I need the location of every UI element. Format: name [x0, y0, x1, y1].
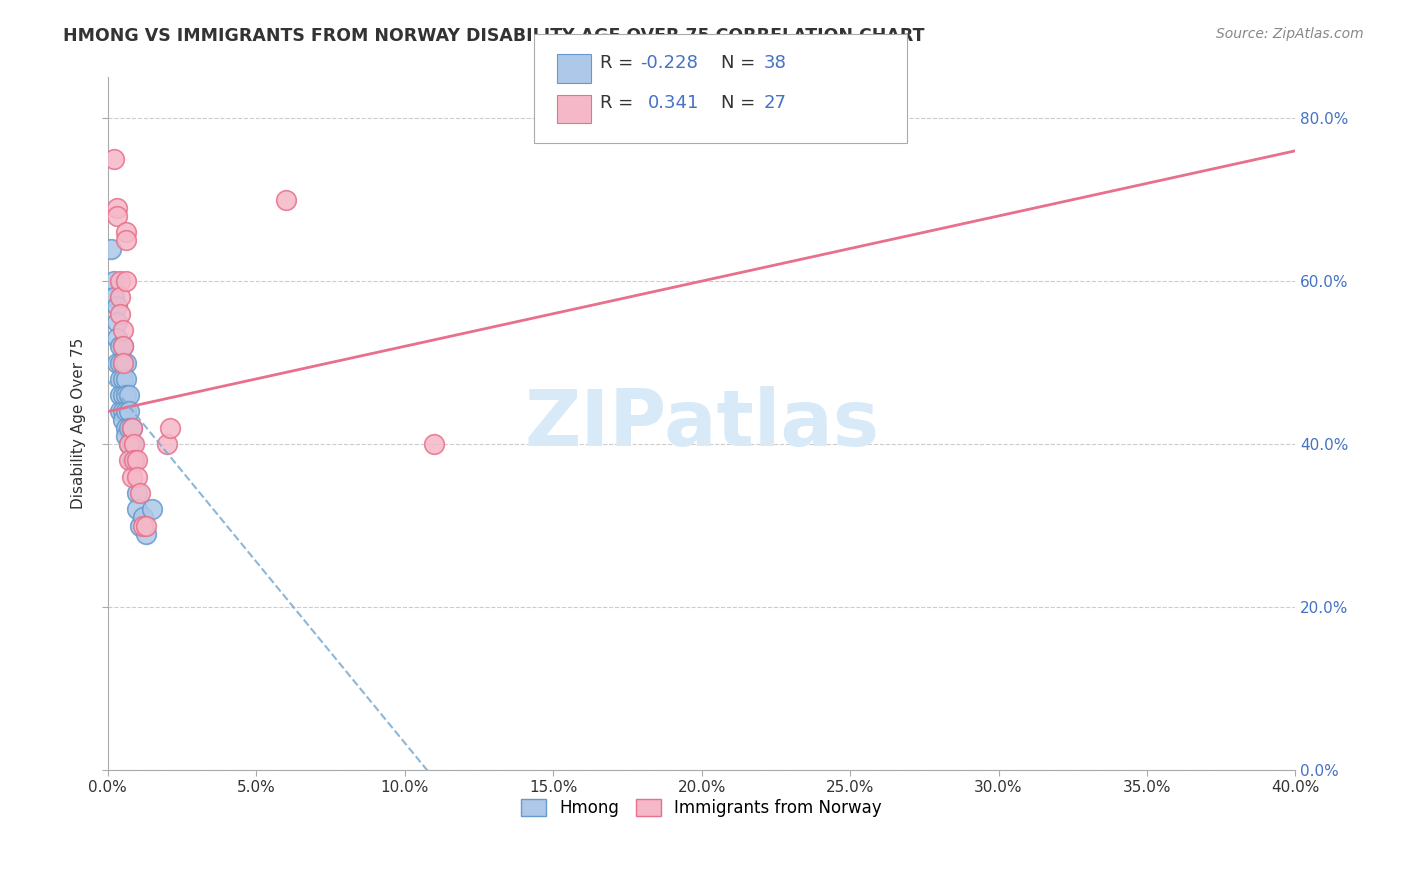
Point — [117, 421, 139, 435]
Point — [121, 437, 143, 451]
Point — [127, 486, 149, 500]
Point — [159, 421, 181, 435]
Point — [111, 404, 134, 418]
Point — [127, 453, 149, 467]
Point — [117, 453, 139, 467]
Point — [111, 356, 134, 370]
Text: N =: N = — [721, 94, 761, 112]
Text: R =: R = — [600, 54, 640, 71]
Point — [117, 437, 139, 451]
Point — [108, 388, 131, 402]
Point — [105, 331, 128, 345]
Point — [111, 412, 134, 426]
Text: HMONG VS IMMIGRANTS FROM NORWAY DISABILITY AGE OVER 75 CORRELATION CHART: HMONG VS IMMIGRANTS FROM NORWAY DISABILI… — [63, 27, 925, 45]
Point — [100, 242, 122, 256]
Point — [108, 356, 131, 370]
Point — [114, 388, 136, 402]
Point — [114, 372, 136, 386]
Point — [135, 526, 157, 541]
Point — [108, 307, 131, 321]
Point — [117, 388, 139, 402]
Point — [132, 518, 155, 533]
Legend: Hmong, Immigrants from Norway: Hmong, Immigrants from Norway — [515, 792, 889, 824]
Text: N =: N = — [721, 54, 761, 71]
Point — [129, 486, 152, 500]
Point — [423, 437, 446, 451]
Point — [114, 429, 136, 443]
Text: Source: ZipAtlas.com: Source: ZipAtlas.com — [1216, 27, 1364, 41]
Point — [121, 421, 143, 435]
Point — [111, 388, 134, 402]
Point — [103, 290, 125, 304]
Point — [108, 404, 131, 418]
Point — [108, 274, 131, 288]
Point — [111, 339, 134, 353]
Point — [111, 323, 134, 337]
Point — [127, 469, 149, 483]
Point — [103, 274, 125, 288]
Point — [124, 453, 146, 467]
Point — [111, 339, 134, 353]
Point — [114, 274, 136, 288]
Point — [132, 510, 155, 524]
Point — [108, 372, 131, 386]
Point — [121, 453, 143, 467]
Point — [114, 234, 136, 248]
Text: R =: R = — [600, 94, 645, 112]
Point — [124, 453, 146, 467]
Point — [108, 339, 131, 353]
Point — [117, 437, 139, 451]
Point — [124, 437, 146, 451]
Point — [129, 518, 152, 533]
Point — [117, 404, 139, 418]
Text: 38: 38 — [763, 54, 786, 71]
Text: ZIPatlas: ZIPatlas — [524, 385, 879, 462]
Point — [111, 356, 134, 370]
Point — [108, 290, 131, 304]
Point — [105, 209, 128, 223]
Point — [121, 469, 143, 483]
Text: -0.228: -0.228 — [640, 54, 697, 71]
Point — [156, 437, 179, 451]
Text: 0.341: 0.341 — [648, 94, 700, 112]
Point — [135, 518, 157, 533]
Point — [141, 502, 163, 516]
Point — [105, 201, 128, 215]
Point — [105, 356, 128, 370]
Point — [121, 421, 143, 435]
Point — [114, 225, 136, 239]
Point — [127, 502, 149, 516]
Point — [114, 356, 136, 370]
Y-axis label: Disability Age Over 75: Disability Age Over 75 — [72, 338, 86, 509]
Point — [105, 315, 128, 329]
Point — [114, 404, 136, 418]
Point — [103, 152, 125, 166]
Point — [105, 299, 128, 313]
Point — [274, 193, 297, 207]
Point — [111, 372, 134, 386]
Point — [114, 421, 136, 435]
Text: 27: 27 — [763, 94, 786, 112]
